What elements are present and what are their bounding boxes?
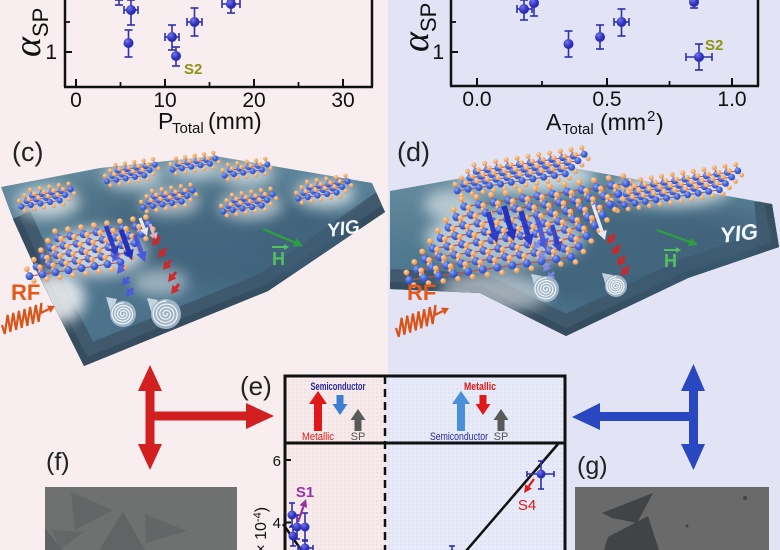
- svg-text:S1: S1: [296, 484, 314, 501]
- svg-text:(d): (d): [397, 137, 430, 167]
- svg-text:H: H: [272, 249, 285, 269]
- svg-text:(mm: (mm: [600, 109, 646, 135]
- svg-text:1.0: 1.0: [717, 88, 746, 111]
- svg-text:30: 30: [331, 89, 354, 112]
- svg-text:20: 20: [242, 89, 265, 112]
- svg-text:YIG: YIG: [326, 217, 362, 242]
- svg-text:(mm): (mm): [208, 108, 262, 134]
- svg-text:Metallic: Metallic: [302, 431, 334, 443]
- svg-text:S2: S2: [184, 61, 202, 78]
- svg-text:): ): [656, 109, 664, 135]
- svg-text:2: 2: [647, 108, 655, 125]
- svg-text:P: P: [158, 108, 173, 134]
- svg-text:H: H: [664, 251, 677, 271]
- svg-text:RF: RF: [11, 280, 40, 305]
- svg-text:RF: RF: [407, 280, 436, 305]
- svg-text:(e): (e): [240, 371, 272, 401]
- svg-text:Total: Total: [562, 121, 594, 138]
- svg-text:(f): (f): [46, 448, 70, 476]
- svg-text:1: 1: [45, 41, 57, 64]
- svg-text:Metallic: Metallic: [464, 381, 496, 393]
- svg-text:0: 0: [70, 89, 82, 112]
- svg-text:S2: S2: [705, 37, 723, 54]
- svg-text:S4: S4: [518, 497, 536, 514]
- svg-text:SP: SP: [494, 431, 509, 443]
- svg-text:10: 10: [153, 89, 176, 112]
- svg-text:YIG: YIG: [719, 219, 760, 248]
- svg-text:6: 6: [273, 453, 281, 470]
- svg-text:0.5: 0.5: [592, 88, 621, 111]
- svg-text:(c): (c): [12, 137, 43, 167]
- svg-text:4: 4: [273, 515, 281, 532]
- svg-text:0.0: 0.0: [462, 88, 491, 111]
- svg-text:Semiconductor: Semiconductor: [311, 381, 366, 393]
- svg-text:Semiconductor: Semiconductor: [430, 431, 488, 443]
- svg-text:1: 1: [432, 41, 444, 64]
- svg-text:A: A: [546, 109, 562, 135]
- svg-text:SP: SP: [351, 431, 366, 443]
- svg-text:(g): (g): [577, 452, 608, 480]
- svg-text:Total: Total: [172, 120, 204, 137]
